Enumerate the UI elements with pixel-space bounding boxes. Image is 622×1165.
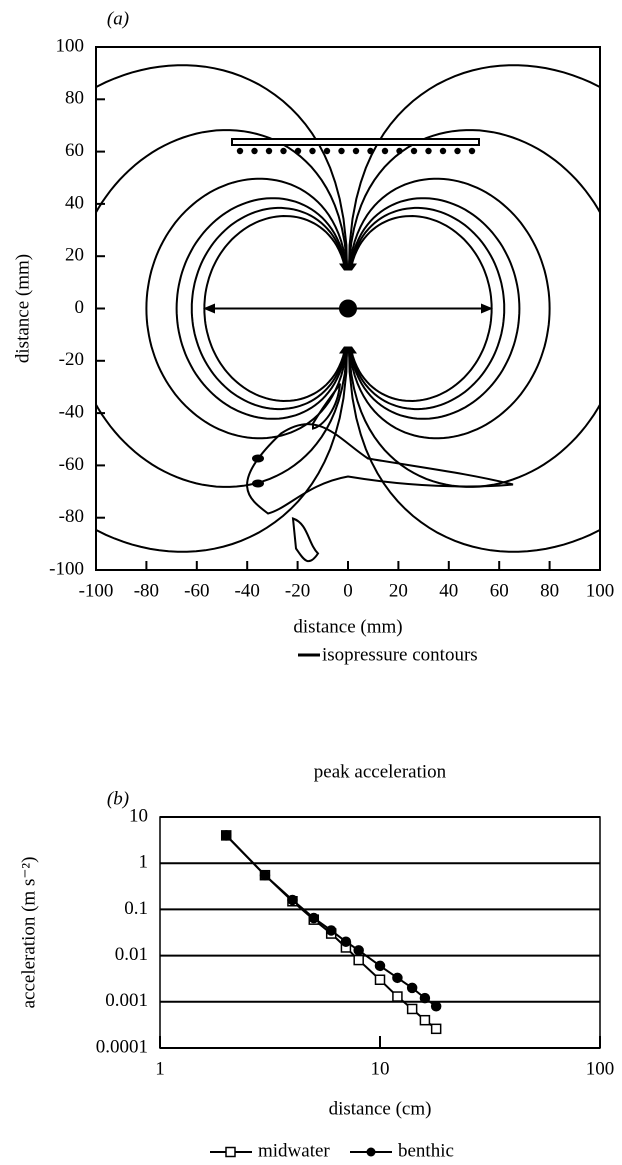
marker <box>419 992 431 1004</box>
marker <box>259 869 271 881</box>
legend-marker <box>225 1146 236 1158</box>
y-tick-label: -100 <box>49 558 84 579</box>
contour-layer <box>96 64 600 563</box>
y-tick-label: 1 <box>139 852 149 873</box>
panel-label: (a) <box>107 8 129 29</box>
neuromast <box>265 147 273 155</box>
y-tick-label: -20 <box>59 349 84 370</box>
y-tick-label: 80 <box>65 88 84 109</box>
contour-line <box>347 129 600 488</box>
y-tick-label: -40 <box>59 401 84 422</box>
y-tick-label: 60 <box>65 140 84 161</box>
neuromast <box>309 147 316 155</box>
legend-label: isopressure contours <box>322 644 478 665</box>
fish-eye <box>252 454 264 463</box>
x-tick-label: 0 <box>343 580 353 601</box>
x-tick-label: -60 <box>184 580 209 601</box>
neuromast <box>425 147 432 155</box>
neuromast <box>280 147 287 155</box>
marker <box>374 960 386 972</box>
y-tick-label: 100 <box>56 35 85 56</box>
neuromast <box>396 147 403 155</box>
x-tick-label: 100 <box>586 1058 615 1079</box>
marker <box>340 936 352 947</box>
y-axis-label: distance (mm) <box>12 254 33 363</box>
neuromast <box>251 147 258 155</box>
marker <box>353 954 364 966</box>
x-tick-label: 60 <box>490 580 509 601</box>
neuromast <box>294 147 302 155</box>
contour-line <box>347 197 521 420</box>
y-tick-label: 0 <box>75 297 85 318</box>
source-sphere <box>339 299 357 318</box>
y-tick-label: 10 <box>129 805 148 826</box>
panel-label: (b) <box>107 788 129 809</box>
neuromast <box>410 147 418 155</box>
y-tick-label: -60 <box>59 454 84 475</box>
marker <box>392 991 403 1002</box>
chart-title: peak acceleration <box>314 761 447 782</box>
neuromast <box>338 147 345 155</box>
contour-line <box>175 197 349 420</box>
y-tick-label: 0.001 <box>105 990 148 1011</box>
lateral-line <box>231 138 480 146</box>
marker <box>220 830 232 841</box>
neuromast <box>468 147 476 155</box>
marker <box>430 1023 442 1035</box>
neuromast <box>236 147 244 155</box>
marker <box>392 972 403 984</box>
marker <box>419 1014 431 1026</box>
marker <box>374 974 386 986</box>
contour-line <box>347 206 506 411</box>
neuromast <box>352 147 360 155</box>
y-tick-label: 0.01 <box>115 944 148 965</box>
y-tick-label: -80 <box>59 506 84 527</box>
marker <box>325 925 337 936</box>
marker <box>287 894 298 906</box>
contour-line <box>96 129 349 488</box>
x-tick-label: 1 <box>155 1058 165 1079</box>
x-tick-label: 10 <box>371 1058 390 1079</box>
series-line <box>225 834 437 1008</box>
x-tick-label: -20 <box>285 580 310 601</box>
x-tick-label: 80 <box>540 580 559 601</box>
neuromast <box>454 147 461 155</box>
marker <box>430 1001 442 1012</box>
contour-line <box>96 64 349 553</box>
neuromast <box>367 147 374 155</box>
legend-label: midwater <box>258 1140 330 1161</box>
x-axis-label: distance (mm) <box>293 616 402 637</box>
contour-line <box>347 177 551 440</box>
fish <box>246 383 514 563</box>
legend-marker <box>366 1147 376 1157</box>
y-tick-label: 40 <box>65 192 84 213</box>
y-tick-label: 0.0001 <box>96 1036 148 1057</box>
contour-line <box>190 206 349 411</box>
x-axis-label: distance (cm) <box>329 1098 432 1119</box>
marker <box>406 1003 418 1015</box>
neuromast <box>381 147 389 155</box>
neuromast <box>439 147 447 155</box>
x-tick-label: -80 <box>134 580 159 601</box>
x-tick-label: 20 <box>389 580 408 601</box>
y-axis-label: acceleration (m s⁻²) <box>18 857 39 1009</box>
neuromast <box>323 147 331 155</box>
marker <box>353 945 364 956</box>
marker <box>406 982 418 994</box>
plot-frame <box>159 816 601 1049</box>
x-tick-label: 100 <box>586 580 615 601</box>
fish-eye <box>252 479 264 488</box>
y-tick-label: 20 <box>65 245 84 266</box>
y-tick-label: 0.1 <box>124 898 148 919</box>
contour-line <box>347 64 600 553</box>
marker <box>308 912 320 924</box>
legend-label: benthic <box>398 1140 454 1161</box>
x-tick-label: 40 <box>439 580 458 601</box>
x-tick-label: -40 <box>235 580 260 601</box>
x-tick-label: -100 <box>79 580 114 601</box>
